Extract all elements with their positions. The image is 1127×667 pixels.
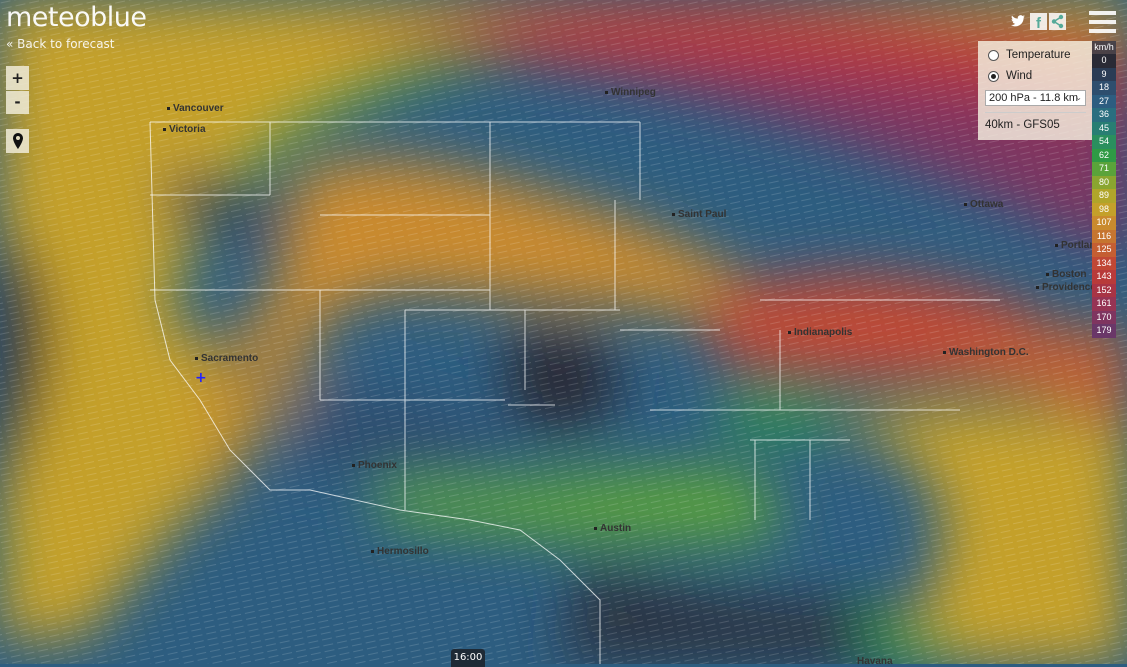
legend-cell: 9 bbox=[1092, 67, 1116, 81]
layer-panel: Temperature Wind 200 hPa - 11.8 km ⌄ 40km… bbox=[978, 41, 1092, 140]
chevron-down-icon: ⌄ bbox=[1075, 93, 1082, 102]
legend-cell: 179 bbox=[1092, 324, 1116, 338]
legend-cell: 0 bbox=[1092, 54, 1116, 68]
zoom-in-button[interactable]: + bbox=[6, 66, 29, 90]
share-icon[interactable] bbox=[1049, 13, 1066, 34]
map-pin-icon bbox=[12, 133, 23, 149]
city-label: Austin bbox=[594, 523, 631, 534]
back-to-forecast-link[interactable]: « Back to forecast bbox=[6, 37, 115, 51]
facebook-icon[interactable]: f bbox=[1030, 13, 1047, 34]
level-select-value: 200 hPa - 11.8 km bbox=[989, 92, 1079, 104]
legend-cell: 80 bbox=[1092, 175, 1116, 189]
level-select[interactable]: 200 hPa - 11.8 km ⌄ bbox=[985, 90, 1086, 106]
city-label: Winnipeg bbox=[605, 87, 656, 98]
city-label: Saint Paul bbox=[672, 209, 726, 220]
legend-cell: 116 bbox=[1092, 229, 1116, 243]
back-label: Back to forecast bbox=[17, 37, 115, 51]
legend-unit: km/h bbox=[1092, 41, 1116, 54]
zoom-out-button[interactable]: - bbox=[6, 91, 29, 114]
legend-cell: 62 bbox=[1092, 148, 1116, 162]
city-label: Indianapolis bbox=[788, 327, 852, 338]
city-label: Ottawa bbox=[964, 199, 1003, 210]
legend-cell: 152 bbox=[1092, 283, 1116, 297]
legend-cell: 45 bbox=[1092, 121, 1116, 135]
locate-button[interactable] bbox=[6, 129, 29, 153]
divider bbox=[985, 112, 1086, 113]
legend-cell: 54 bbox=[1092, 135, 1116, 149]
legend-cell: 98 bbox=[1092, 202, 1116, 216]
city-label: Providence bbox=[1036, 282, 1096, 293]
city-label: Victoria bbox=[163, 124, 206, 135]
radio-button[interactable] bbox=[988, 49, 999, 61]
city-label: Portland bbox=[1055, 240, 1102, 251]
city-label: Hermosillo bbox=[371, 546, 429, 557]
legend-cell: 125 bbox=[1092, 243, 1116, 257]
legend-cell: 89 bbox=[1092, 189, 1116, 203]
legend-cell: 134 bbox=[1092, 256, 1116, 270]
menu-icon[interactable] bbox=[1089, 11, 1116, 38]
twitter-icon[interactable] bbox=[1011, 12, 1025, 31]
legend-cell: 170 bbox=[1092, 310, 1116, 324]
city-label: Vancouver bbox=[167, 103, 224, 114]
temperature-radio[interactable]: Temperature bbox=[988, 49, 1071, 61]
city-label: Washington D.C. bbox=[943, 347, 1029, 358]
location-crosshair-icon: + bbox=[195, 370, 207, 386]
legend-cell: 18 bbox=[1092, 81, 1116, 95]
svg-text:f: f bbox=[1036, 15, 1042, 30]
legend-cell: 161 bbox=[1092, 297, 1116, 311]
radio-button[interactable] bbox=[988, 70, 999, 82]
legend-cell: 27 bbox=[1092, 94, 1116, 108]
wind-speed-legend: km/h 0 9 18 27 36 45 54 62 71 80 89 98 107 116 125 134 1… bbox=[1092, 41, 1116, 338]
temperature-label: Temperature bbox=[1006, 49, 1071, 61]
meteoblue-logo[interactable]: meteoblue bbox=[6, 2, 147, 33]
legend-cell: 71 bbox=[1092, 162, 1116, 176]
city-label: Sacramento bbox=[195, 353, 258, 364]
city-label: Phoenix bbox=[352, 460, 397, 471]
wind-radio[interactable]: Wind bbox=[988, 70, 1032, 82]
legend-cell: 143 bbox=[1092, 270, 1116, 284]
wind-label: Wind bbox=[1006, 70, 1033, 82]
double-chevron-left-icon: « bbox=[6, 37, 14, 51]
legend-cell: 107 bbox=[1092, 216, 1116, 230]
city-label: Havana bbox=[857, 656, 893, 667]
model-label: 40km - GFS05 bbox=[985, 119, 1060, 131]
legend-cell: 36 bbox=[1092, 108, 1116, 122]
timeline-time[interactable]: 16:00 bbox=[451, 649, 485, 667]
city-label: Boston bbox=[1046, 269, 1086, 280]
